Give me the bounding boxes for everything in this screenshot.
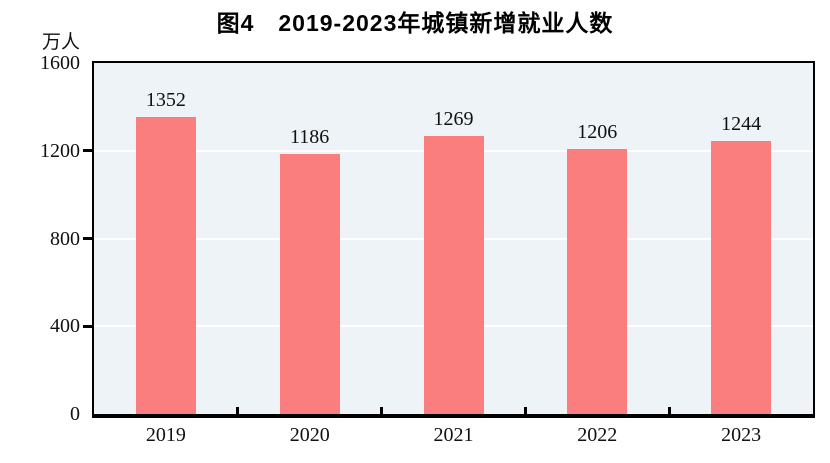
- bar-value-label: 1269: [433, 107, 474, 130]
- bar: [135, 117, 196, 414]
- bar-value-label: 1206: [577, 121, 618, 144]
- x-tick-mark: [380, 407, 384, 414]
- x-tick-mark: [667, 407, 671, 414]
- bar-value-label: 1352: [145, 89, 186, 112]
- x-tick-mark: [236, 407, 240, 414]
- bar: [279, 153, 340, 414]
- y-tick-label: 1200: [40, 139, 80, 162]
- y-tick-label: 400: [50, 315, 80, 338]
- bar: [423, 135, 484, 414]
- y-tick-mark: [83, 237, 92, 240]
- x-tick-label: 2023: [721, 424, 762, 446]
- bar: [567, 149, 628, 414]
- x-tick-label: 2022: [577, 424, 618, 446]
- y-axis-unit-label: 万人: [41, 32, 80, 53]
- bar-value-label: 1186: [290, 125, 330, 148]
- x-tick-mark: [523, 407, 527, 414]
- chart-title: 图4 2019-2023年城镇新增就业人数: [216, 10, 614, 36]
- y-tick-mark: [83, 149, 92, 153]
- x-tick-label: 2021: [433, 424, 474, 446]
- bar: [711, 141, 772, 414]
- x-tick-label: 2020: [289, 424, 330, 446]
- bar-value-label: 1244: [721, 113, 762, 136]
- y-tick-label: 800: [50, 227, 80, 250]
- plot-area: 1352 1186 1269 1206 1244: [92, 61, 815, 418]
- y-tick-label: 0: [70, 403, 80, 425]
- y-tick-label: 1600: [40, 52, 80, 74]
- x-tick-label: 2019: [145, 424, 186, 446]
- y-tick-mark: [83, 324, 92, 328]
